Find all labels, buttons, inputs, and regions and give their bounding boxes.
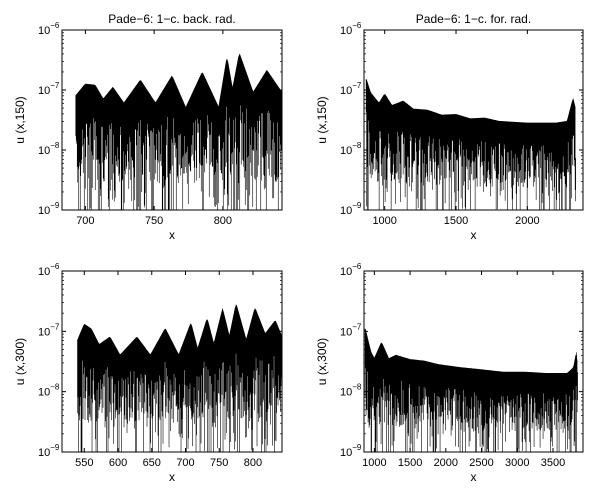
- x-tick-label: 1500: [398, 457, 422, 469]
- x-tick-label: 2500: [469, 457, 493, 469]
- x-tick-label: 1000: [362, 457, 386, 469]
- y-tick-label: 10−6: [340, 21, 362, 37]
- y-tick-label: 10−8: [38, 383, 60, 399]
- x-tick-label: 3000: [505, 457, 529, 469]
- series-envelope: [364, 328, 578, 374]
- axes-frame: [363, 270, 584, 453]
- series-line: [365, 79, 576, 210]
- y-tick-label: 10−9: [38, 201, 60, 217]
- x-axis-label: x: [169, 228, 175, 242]
- series-line: [75, 54, 282, 210]
- y-axis-label: u (x,150): [315, 96, 329, 143]
- x-axis-label: x: [169, 470, 175, 484]
- y-tick-label: 10−8: [340, 383, 362, 399]
- chart-panel-1: 700 750 800 10−9 10−8 10−7 10−6 x u (x,150) Pade−…: [13, 12, 283, 242]
- chart-panel-2: 1000 1500 2000 10−9 10−8 10−7 10−6 x u (x,150) Pa…: [315, 12, 584, 242]
- axes-frame: [61, 29, 283, 211]
- y-tick-label: 10−6: [340, 262, 362, 278]
- x-tick-label: 650: [143, 457, 161, 469]
- series-envelope: [365, 79, 576, 124]
- y-tick-label: 10−7: [340, 81, 362, 97]
- x-tick-label: 600: [109, 457, 127, 469]
- x-axis-label: x: [471, 228, 477, 242]
- y-axis-label: u (x,300): [13, 338, 27, 385]
- chart-panel-3: 550 600 650 700 750 800 10−9 10−8 10−7 10−6 x u (x,…: [13, 262, 283, 484]
- y-tick-label: 10−9: [340, 201, 362, 217]
- y-tick-label: 10−6: [38, 21, 60, 37]
- y-axis-label: u (x,150): [13, 96, 27, 143]
- x-tick-label: 2000: [515, 215, 539, 227]
- x-tick-label: 700: [76, 215, 94, 227]
- x-tick-label: 800: [244, 457, 262, 469]
- series-envelope: [75, 53, 282, 110]
- chart-title: Pade−6: 1−c. for. rad.: [416, 12, 531, 26]
- axes-frame: [363, 29, 584, 211]
- y-tick-label: 10−8: [38, 141, 60, 157]
- y-tick-label: 10−6: [38, 262, 60, 278]
- series-envelope: [77, 304, 282, 356]
- x-tick-label: 550: [75, 457, 93, 469]
- chart-panel-4: 1000 1500 2000 2500 3000 3500 10−9 10−8 10−7 10−6…: [315, 262, 584, 484]
- y-tick-label: 10−7: [38, 322, 60, 338]
- x-tick-label: 700: [176, 457, 194, 469]
- x-tick-label: 800: [214, 215, 232, 227]
- axes-frame: [61, 270, 283, 453]
- y-tick-label: 10−9: [38, 443, 60, 459]
- x-tick-label: 1500: [444, 215, 468, 227]
- x-tick-label: 2000: [434, 457, 458, 469]
- x-tick-label: 750: [145, 215, 163, 227]
- y-tick-label: 10−9: [340, 443, 362, 459]
- y-tick-label: 10−8: [340, 141, 362, 157]
- y-axis-label: u (x,300): [315, 338, 329, 385]
- x-tick-label: 1000: [372, 215, 396, 227]
- series-line: [77, 304, 282, 452]
- chart-title: Pade−6: 1−c. back. rad.: [108, 12, 235, 26]
- x-tick-label: 750: [210, 457, 228, 469]
- x-tick-label: 3500: [541, 457, 565, 469]
- y-tick-label: 10−7: [38, 81, 60, 97]
- x-axis-label: x: [471, 470, 477, 484]
- y-tick-label: 10−7: [340, 322, 362, 338]
- series-line: [364, 328, 578, 452]
